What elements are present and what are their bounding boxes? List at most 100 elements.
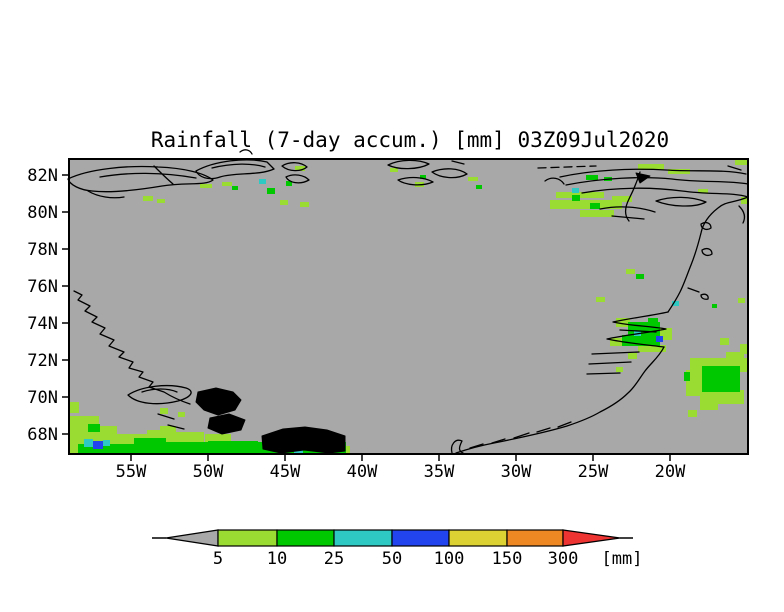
rain-cell	[476, 185, 482, 189]
rain-cell	[738, 298, 745, 303]
rain-cell	[178, 412, 185, 417]
rain-cell	[222, 182, 232, 186]
rain-cell	[610, 338, 622, 346]
lon-tick-label: 55W	[116, 462, 147, 482]
coastline-path	[700, 221, 712, 231]
rain-cell	[684, 372, 690, 381]
rain-cell	[638, 345, 666, 352]
rain-cell	[616, 318, 630, 327]
coastline-path	[239, 149, 253, 155]
rain-cell	[88, 424, 100, 432]
rain-cell	[267, 188, 275, 194]
coastline-fill	[635, 172, 651, 184]
lat-tick-label: 78N	[27, 240, 58, 260]
coastline-fill	[261, 426, 346, 454]
coastline-path	[667, 196, 749, 313]
colorbar-tick-label: 150	[492, 549, 523, 569]
rain-cell	[656, 336, 663, 342]
colorbar-segment-5	[217, 529, 278, 547]
coastline-path	[431, 168, 468, 179]
coastline-path	[99, 172, 197, 179]
coastline-path	[141, 388, 178, 393]
rain-cell	[672, 301, 679, 306]
coastline-fill	[207, 413, 246, 435]
rain-cell	[420, 175, 426, 179]
rain-cell	[712, 304, 717, 308]
coastline-path	[285, 174, 310, 184]
rain-cell	[596, 297, 605, 302]
rain-cell	[586, 175, 598, 180]
rain-cell	[300, 202, 309, 207]
rain-cell	[280, 200, 288, 205]
colorbar-unit-label: [mm]	[602, 549, 643, 569]
lat-tick-label: 72N	[27, 351, 58, 371]
coastline-path	[153, 165, 174, 185]
rain-cell	[688, 410, 697, 417]
colorbar-tick-label: 5	[213, 549, 223, 569]
colorbar-segment-150	[506, 529, 564, 547]
rain-cell	[572, 188, 579, 193]
map-area	[67, 149, 749, 455]
coastline-path	[87, 190, 125, 199]
rain-cell	[726, 352, 744, 362]
rain-cell	[160, 426, 176, 436]
rain-cell	[232, 186, 238, 190]
rain-cell	[69, 402, 79, 413]
rain-cell	[84, 439, 93, 447]
colorbar-tick-label: 300	[548, 549, 579, 569]
coastline-path	[387, 159, 430, 170]
rain-cell	[720, 338, 729, 345]
lat-tick-label: 68N	[27, 425, 58, 445]
coastline-path	[211, 163, 266, 169]
lon-tick-label: 30W	[501, 462, 532, 482]
coastline-path	[469, 443, 484, 449]
colorbar-segment-100	[448, 529, 508, 547]
rain-cell	[735, 160, 747, 165]
rain-cell	[616, 367, 623, 372]
rain-cell	[295, 166, 305, 171]
rain-cell	[550, 200, 622, 209]
coastline-path	[619, 329, 657, 333]
coastline-path	[738, 205, 746, 224]
rain-cell	[580, 210, 614, 217]
rain-cell	[590, 203, 600, 209]
map-frame	[68, 158, 749, 455]
coastline-path	[655, 196, 707, 207]
rain-cell	[638, 164, 664, 170]
rain-cell	[628, 353, 637, 359]
rain-cell	[208, 441, 258, 454]
coastline-path	[67, 165, 214, 193]
coastline-path	[559, 168, 747, 178]
coastline-path	[565, 177, 749, 186]
lat-tick-label: 70N	[27, 388, 58, 408]
rain-cell	[168, 432, 204, 442]
map-content	[69, 160, 748, 454]
colorbar-segment-25	[333, 529, 393, 547]
rain-cell	[698, 189, 708, 193]
lon-tick-label: 40W	[347, 462, 378, 482]
coastline-path	[281, 162, 308, 172]
rain-cell	[200, 184, 212, 188]
rain-cell	[626, 269, 635, 274]
colorbar-above-arrow	[562, 529, 621, 547]
rain-cell	[622, 335, 660, 346]
colorbar-segment-10	[276, 529, 335, 547]
plot-title: Rainfall (7-day accum.) [mm] 03Z09Jul202…	[151, 128, 669, 152]
rain-cell	[166, 442, 210, 454]
map-axes: 55W 50W 45W 40W 35W 30W 25W 20W 82N 80N 78N 76N 74N 7…	[27, 166, 686, 482]
colorbar-tick-label: 50	[382, 549, 402, 569]
coastline-path	[611, 215, 645, 220]
coastline-fill	[195, 387, 242, 416]
coastline-path	[167, 424, 185, 430]
lon-tick-label: 25W	[578, 462, 609, 482]
coastline-path	[450, 439, 464, 454]
colorbar: 5 10 25 50 100 150 300	[152, 529, 633, 569]
rain-cell	[700, 402, 718, 410]
rain-cell	[157, 199, 165, 203]
coastline-path	[586, 372, 621, 375]
lon-tick-label: 35W	[424, 462, 455, 482]
coastline-path	[624, 171, 641, 222]
colorbar-tick-label: 25	[324, 549, 344, 569]
